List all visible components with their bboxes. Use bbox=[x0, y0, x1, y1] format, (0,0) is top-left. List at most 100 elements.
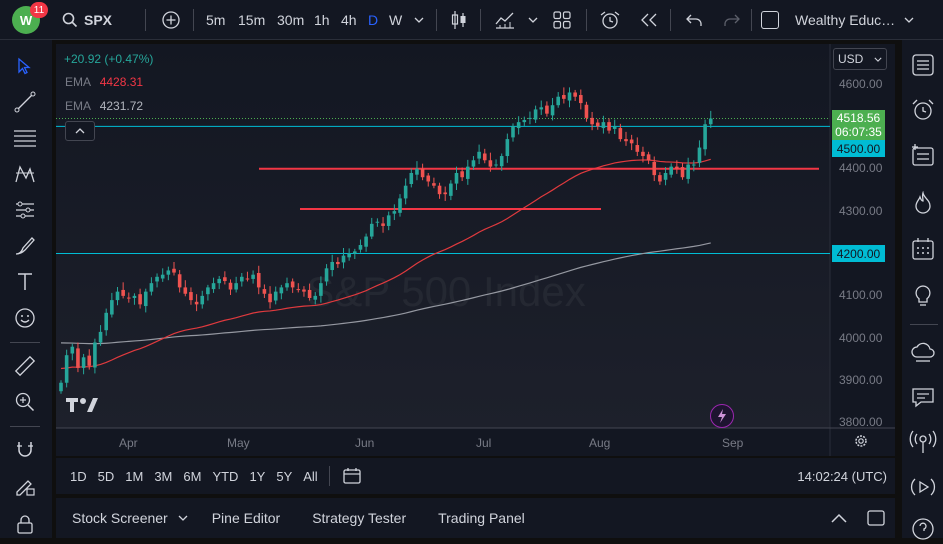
interval-w[interactable]: W bbox=[389, 11, 403, 28]
magnet-tool[interactable] bbox=[11, 436, 39, 464]
symbol-search[interactable]: SPX bbox=[62, 5, 112, 35]
text-tool[interactable] bbox=[11, 268, 39, 296]
tab-strategy-tester[interactable]: Strategy Tester bbox=[312, 510, 407, 526]
candle-body bbox=[358, 245, 363, 250]
candle-body bbox=[443, 192, 447, 195]
redo-button[interactable] bbox=[721, 5, 743, 35]
currency-selector[interactable]: USD bbox=[833, 48, 887, 70]
undo-button[interactable] bbox=[683, 5, 705, 35]
help-button[interactable] bbox=[908, 514, 938, 544]
range-ytd[interactable]: YTD bbox=[212, 468, 239, 484]
chart-pane[interactable]: S&P 500 Index +20.92 (+0.47%) EMA 4428.3… bbox=[56, 44, 895, 456]
tab-stock-screener[interactable]: Stock Screener bbox=[72, 510, 168, 526]
clock-timezone[interactable]: 14:02:24 (UTC) bbox=[797, 468, 887, 484]
tab-trading-panel[interactable]: Trading Panel bbox=[438, 510, 525, 526]
candle-body bbox=[307, 289, 312, 298]
cursor-tool[interactable] bbox=[11, 52, 39, 80]
collapse-legend-button[interactable] bbox=[65, 121, 95, 141]
candle-body bbox=[132, 295, 137, 298]
stock-screener-dropdown[interactable] bbox=[178, 515, 188, 521]
maximize-panel-button[interactable] bbox=[867, 510, 885, 526]
range-6m[interactable]: 6M bbox=[183, 468, 202, 484]
range-1m[interactable]: 1M bbox=[125, 468, 144, 484]
ideas-button[interactable] bbox=[908, 281, 938, 311]
data-window-button[interactable] bbox=[908, 140, 938, 170]
interval-4h[interactable]: 4h bbox=[341, 11, 357, 28]
hotlists-button[interactable] bbox=[908, 188, 938, 218]
chats-button[interactable] bbox=[908, 337, 938, 367]
y-tick: 4000.00 bbox=[839, 331, 883, 345]
candle-body bbox=[93, 342, 97, 368]
chat-bubble-icon bbox=[912, 388, 934, 408]
indicators-button[interactable] bbox=[493, 5, 517, 35]
emoji-tool[interactable] bbox=[11, 304, 39, 332]
indicators-dropdown[interactable] bbox=[527, 5, 539, 35]
candle-body bbox=[70, 346, 75, 354]
expand-panel-button[interactable] bbox=[831, 513, 847, 523]
candle-body bbox=[341, 255, 346, 263]
lock-tool[interactable] bbox=[11, 510, 39, 538]
forecast-tool[interactable] bbox=[11, 196, 39, 224]
pattern-icon bbox=[15, 165, 35, 183]
messages-button[interactable] bbox=[908, 382, 938, 412]
legend-ema-fast[interactable]: EMA 4428.31 bbox=[65, 75, 143, 89]
watchlist-button[interactable] bbox=[908, 50, 938, 80]
candle-body bbox=[482, 153, 487, 161]
brush-tool[interactable] bbox=[11, 232, 39, 260]
candle-body bbox=[81, 357, 86, 368]
candle-body bbox=[449, 183, 453, 196]
candle-body bbox=[217, 278, 221, 284]
forecast-icon bbox=[16, 201, 34, 219]
edit-drawings-tool[interactable] bbox=[11, 472, 39, 500]
go-to-date-button[interactable] bbox=[342, 467, 362, 485]
account-dropdown[interactable] bbox=[902, 5, 916, 35]
tab-pine-editor[interactable]: Pine Editor bbox=[211, 510, 281, 526]
notification-badge[interactable]: 11 bbox=[30, 2, 48, 18]
chart-type-button[interactable] bbox=[448, 5, 470, 35]
interval-5m[interactable]: 5m bbox=[206, 11, 226, 28]
range-5y[interactable]: 5Y bbox=[276, 468, 293, 484]
account-selector[interactable]: Wealthy Educ… bbox=[761, 5, 895, 35]
compare-button[interactable] bbox=[159, 5, 183, 35]
range-5d[interactable]: 5D bbox=[97, 468, 115, 484]
interval-30m[interactable]: 30m bbox=[277, 11, 305, 28]
last-price-tag: 4518.56 06:07:35 bbox=[832, 110, 885, 140]
range-all[interactable]: All bbox=[303, 468, 318, 484]
candle-body bbox=[353, 251, 357, 254]
search-icon bbox=[62, 12, 78, 27]
interval-15m[interactable]: 15m bbox=[238, 11, 266, 28]
events-button[interactable] bbox=[710, 404, 734, 428]
y-tick: 4100.00 bbox=[839, 288, 883, 302]
candle-body bbox=[545, 105, 549, 114]
interval-1h[interactable]: 1h bbox=[314, 11, 330, 28]
smiley-icon bbox=[15, 308, 35, 328]
add-list-icon bbox=[912, 144, 934, 166]
interval-d[interactable]: D bbox=[368, 11, 379, 28]
alert-button[interactable] bbox=[598, 5, 622, 35]
layouts-button[interactable] bbox=[551, 5, 573, 35]
pattern-tool[interactable] bbox=[11, 160, 39, 188]
streams-button[interactable] bbox=[908, 427, 938, 457]
tradingview-logo[interactable] bbox=[66, 396, 100, 419]
range-1y[interactable]: 1Y bbox=[249, 468, 266, 484]
range-1d[interactable]: 1D bbox=[70, 468, 87, 484]
alerts-button[interactable] bbox=[908, 95, 938, 125]
range-3m[interactable]: 3M bbox=[154, 468, 173, 484]
candle-body bbox=[471, 160, 476, 167]
fib-tool[interactable] bbox=[11, 124, 39, 152]
legend-ema-slow[interactable]: EMA 4231.72 bbox=[65, 99, 143, 113]
measure-tool[interactable] bbox=[11, 352, 39, 380]
text-icon bbox=[18, 273, 32, 290]
trendline-tool[interactable] bbox=[11, 88, 39, 116]
ema-fast-line[interactable] bbox=[60, 158, 711, 370]
zoom-tool[interactable] bbox=[11, 388, 39, 416]
price-chart[interactable]: S&P 500 Index bbox=[56, 44, 895, 456]
candle-body bbox=[494, 164, 498, 166]
interval-dropdown[interactable] bbox=[412, 5, 426, 35]
ema-slow-line[interactable] bbox=[60, 242, 711, 345]
candle-body bbox=[381, 223, 385, 226]
calendar-button[interactable] bbox=[908, 234, 938, 264]
chart-settings-button[interactable] bbox=[853, 433, 871, 451]
podcast-button[interactable] bbox=[908, 472, 938, 502]
replay-button[interactable] bbox=[638, 5, 660, 35]
